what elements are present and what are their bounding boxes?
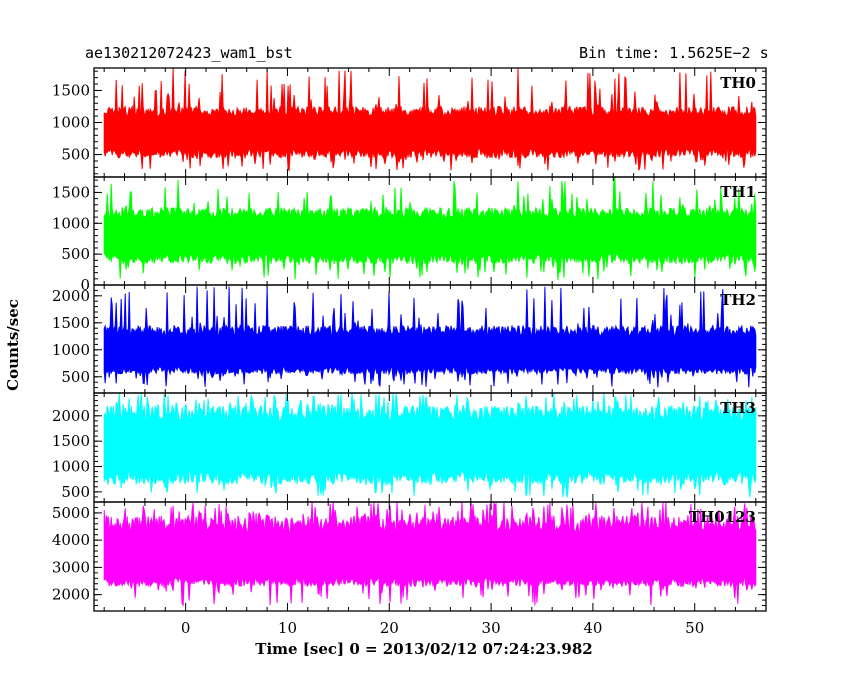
y-tick-label: 500 [61,368,90,386]
y-tick-label: 3000 [52,558,90,576]
bin-time-label: Bin time: 1.5625E−2 s [579,44,769,62]
chart-title: ae130212072423_wam1_bst [85,44,293,62]
panel-th0123 [103,502,757,607]
series-th2-curve [103,286,757,388]
series-th3-curve [103,393,757,498]
y-tick-label: 2000 [52,586,90,604]
panel-label-th3: TH3 [720,399,756,417]
y-tick-label: 1500 [52,432,90,450]
y-tick-label: 500 [61,146,90,164]
y-tick-label: 1000 [52,114,90,132]
x-tick-label: 30 [482,619,501,637]
panel-label-th0: TH0 [720,74,756,92]
panel-th3 [103,393,757,498]
panel-label-th0123: TH0123 [689,508,756,526]
panel-label-th1: TH1 [720,183,756,201]
series-th1-curve [103,177,757,281]
series-th0-curve [103,68,757,172]
y-tick-label: 4000 [52,531,90,549]
panel-label-th2: TH2 [720,291,756,309]
x-tick-label: 0 [181,619,191,637]
y-tick-label: 0 [80,276,90,294]
y-tick-label: 1500 [52,314,90,332]
x-tick-label: 20 [380,619,399,637]
y-tick-label: 1000 [52,458,90,476]
y-tick-label: 2000 [52,287,90,305]
panel-th1 [103,177,757,281]
y-tick-label: 1500 [52,81,90,99]
y-tick-label: 1000 [52,341,90,359]
series-th0123-curve [103,502,757,607]
panels-layer [103,68,757,607]
y-tick-label: 1500 [52,183,90,201]
panel-th2 [103,286,757,388]
y-tick-label: 500 [61,245,90,263]
panel-th0 [103,68,757,172]
y-axis-label: Counts/sec [4,299,22,391]
x-tick-label: 10 [278,619,297,637]
y-tick-label: 2000 [52,407,90,425]
x-tick-label: 50 [685,619,704,637]
x-tick-label: 40 [583,619,602,637]
y-tick-label: 1000 [52,214,90,232]
x-axis-label: Time [sec] 0 = 2013/02/12 07:24:23.982 [255,640,592,658]
y-tick-label: 500 [61,483,90,501]
y-tick-label: 5000 [52,504,90,522]
